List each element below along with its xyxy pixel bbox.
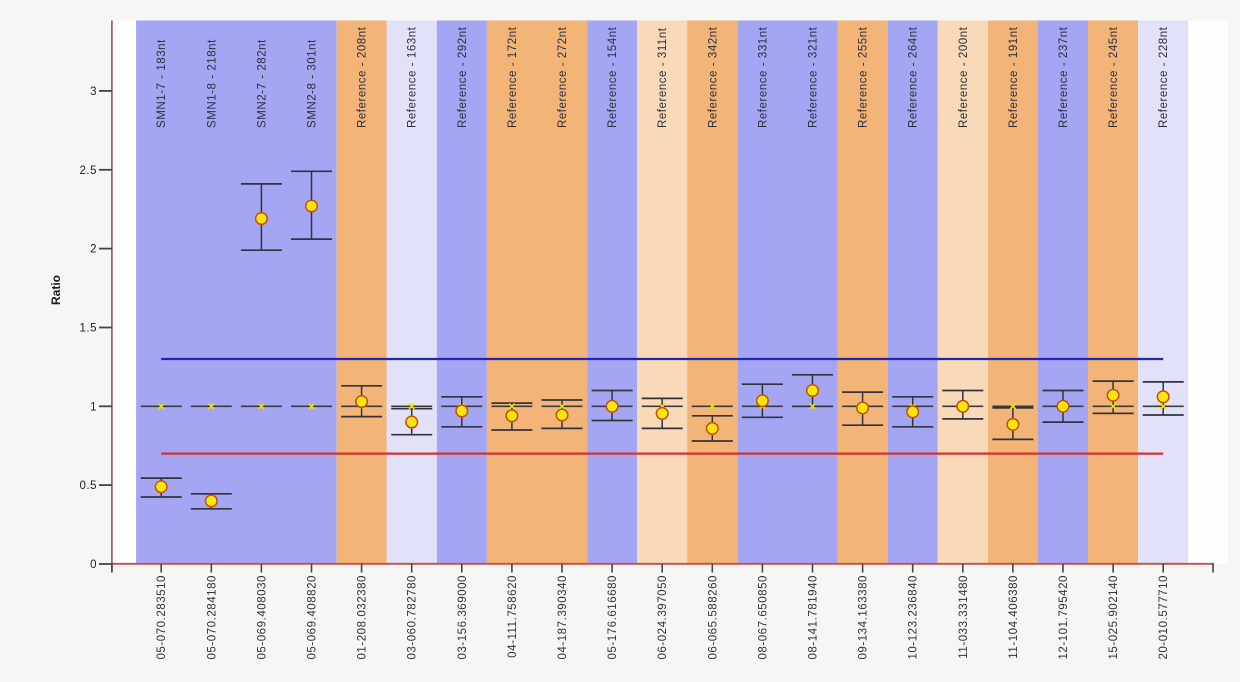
svg-text:Reference - 208nt: Reference - 208nt (357, 26, 369, 128)
svg-text:Reference - 228nt: Reference - 228nt (1158, 26, 1170, 128)
svg-text:Reference - 191nt: Reference - 191nt (1008, 26, 1020, 128)
svg-text:Reference - 272nt: Reference - 272nt (557, 26, 569, 128)
svg-text:Reference - 237nt: Reference - 237nt (1058, 26, 1070, 128)
svg-text:2: 2 (90, 244, 97, 256)
svg-text:05-069.408820: 05-069.408820 (307, 575, 319, 660)
svg-text:08-067.650850: 08-067.650850 (757, 575, 769, 660)
svg-text:Reference - 264nt: Reference - 264nt (908, 26, 920, 128)
svg-text:Reference - 292nt: Reference - 292nt (457, 26, 469, 128)
svg-text:Reference - 255nt: Reference - 255nt (858, 26, 870, 128)
svg-text:Reference - 172nt: Reference - 172nt (507, 26, 519, 128)
svg-text:08-141.781940: 08-141.781940 (808, 575, 820, 660)
svg-text:04-111.758620: 04-111.758620 (507, 575, 519, 658)
svg-text:3: 3 (90, 86, 97, 98)
svg-text:05-070.283510: 05-070.283510 (156, 575, 168, 660)
svg-text:Reference - 200nt: Reference - 200nt (958, 26, 970, 128)
svg-text:2.5: 2.5 (80, 165, 98, 177)
svg-text:06-065.588260: 06-065.588260 (707, 575, 719, 660)
svg-text:Reference - 331nt: Reference - 331nt (757, 26, 769, 128)
svg-text:04-187.390340: 04-187.390340 (557, 575, 569, 660)
svg-text:10-123.236840: 10-123.236840 (908, 575, 920, 660)
svg-text:Reference - 311nt: Reference - 311nt (657, 27, 669, 128)
svg-text:03-060.782780: 03-060.782780 (407, 575, 419, 660)
svg-text:05-070.284180: 05-070.284180 (206, 575, 218, 660)
svg-text:05-176.616680: 05-176.616680 (607, 575, 619, 660)
svg-text:11-104.406380: 11-104.406380 (1008, 575, 1020, 659)
svg-text:11-033.331480: 11-033.331480 (958, 575, 970, 659)
svg-text:Reference - 321nt: Reference - 321nt (808, 26, 820, 128)
svg-text:Reference - 342nt: Reference - 342nt (707, 26, 719, 128)
svg-text:15-025.902140: 15-025.902140 (1108, 575, 1120, 660)
svg-text:1: 1 (90, 401, 97, 413)
svg-text:09-134.163380: 09-134.163380 (858, 575, 870, 660)
svg-text:0: 0 (90, 559, 97, 571)
svg-text:0.5: 0.5 (80, 480, 98, 492)
svg-text:SMN2-7 - 282nt: SMN2-7 - 282nt (256, 39, 268, 128)
svg-text:20-010.577710: 20-010.577710 (1158, 575, 1170, 660)
svg-text:SMN1-7 - 183nt: SMN1-7 - 183nt (156, 39, 168, 128)
svg-text:03-156.369000: 03-156.369000 (457, 575, 469, 660)
svg-text:Reference - 154nt: Reference - 154nt (607, 26, 619, 128)
svg-text:SMN1-8 - 218nt: SMN1-8 - 218nt (206, 39, 218, 128)
svg-text:Reference - 245nt: Reference - 245nt (1108, 26, 1120, 128)
svg-text:SMN2-8 - 301nt: SMN2-8 - 301nt (307, 39, 319, 128)
svg-text:Ratio: Ratio (49, 275, 63, 305)
svg-text:1.5: 1.5 (80, 323, 98, 335)
svg-text:06-024.397050: 06-024.397050 (657, 575, 669, 660)
svg-text:12-101.795420: 12-101.795420 (1058, 575, 1070, 660)
svg-text:05-069.408030: 05-069.408030 (256, 575, 268, 660)
svg-text:01-208.032380: 01-208.032380 (357, 575, 369, 660)
svg-text:Reference - 163nt: Reference - 163nt (407, 26, 419, 128)
